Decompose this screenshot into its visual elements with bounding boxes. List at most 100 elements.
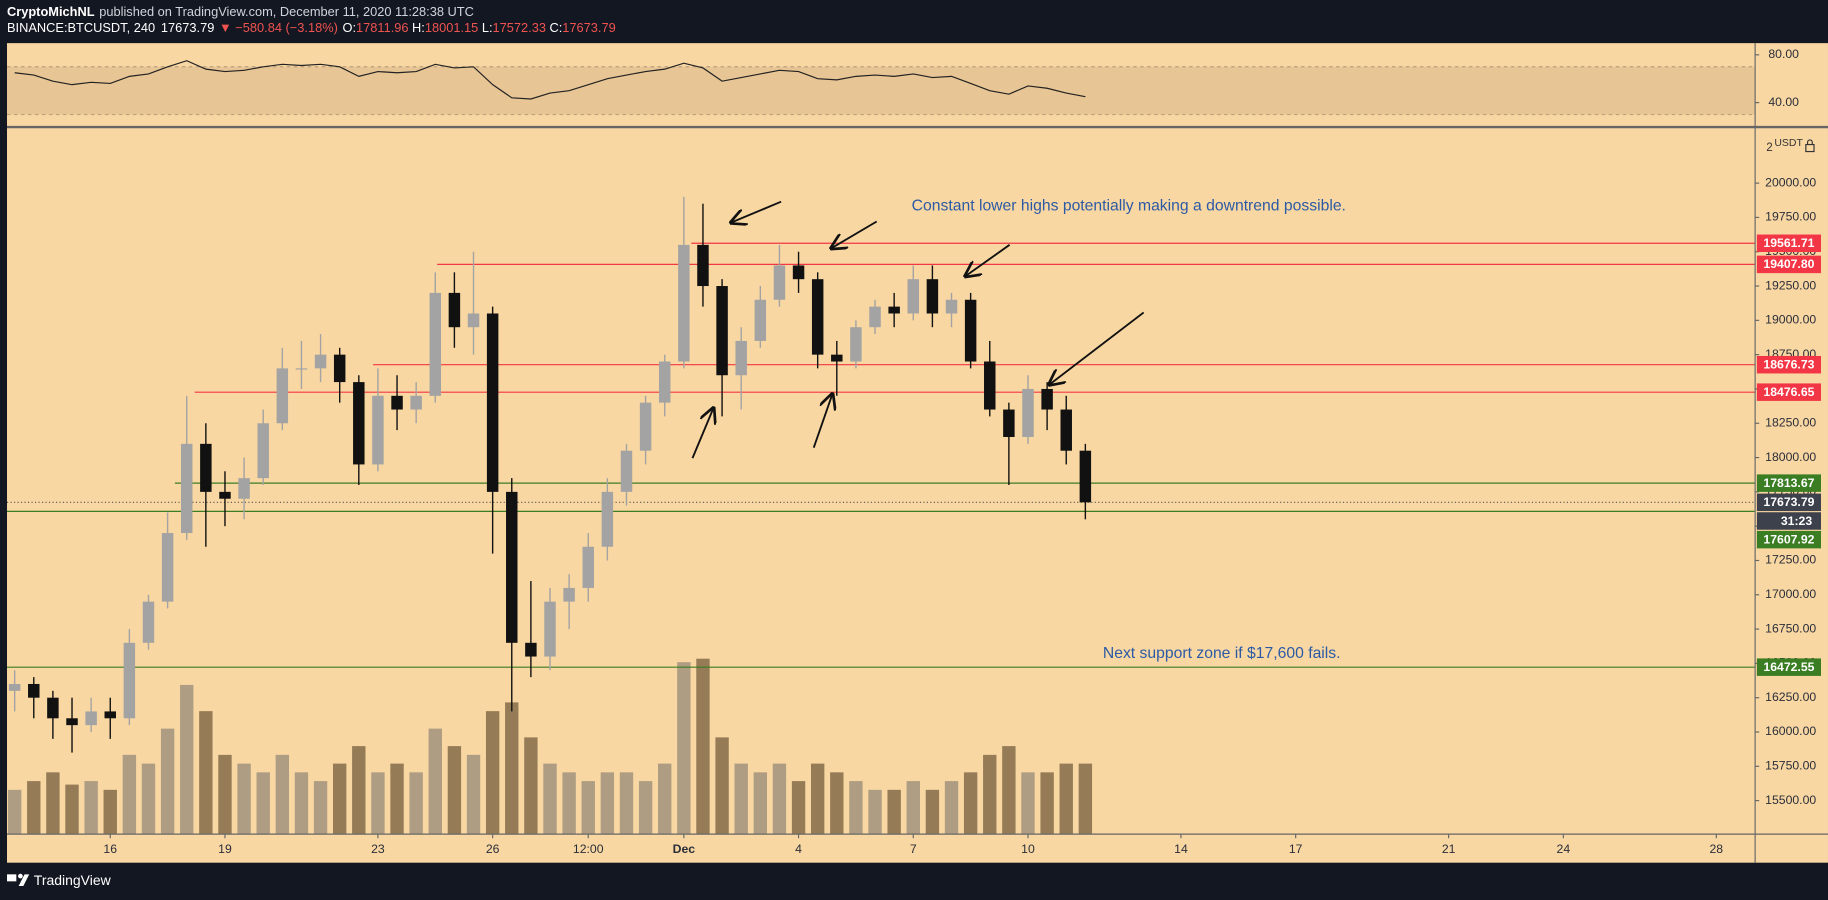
candle-body [314, 354, 327, 369]
x-tick-label: 16 [103, 842, 117, 856]
volume-bar [160, 728, 175, 834]
candle-body [1060, 409, 1072, 451]
candle-body [773, 265, 786, 300]
level-label: 19561.71 [1763, 236, 1814, 250]
volume-bar [619, 772, 634, 834]
candle-body [142, 601, 155, 643]
candle-body [161, 533, 174, 602]
level-label-box [1756, 658, 1821, 676]
level-label-box [1756, 255, 1821, 274]
x-tick-label: Dec [673, 842, 696, 856]
volume-bar [810, 763, 825, 834]
volume-bar [1078, 763, 1093, 834]
candle-body [1022, 388, 1034, 437]
level-label-box [1756, 474, 1821, 492]
volume-bar [868, 789, 882, 834]
volume-bar [199, 711, 213, 834]
price: 17673.79 [161, 21, 214, 36]
volume-bar [524, 737, 538, 834]
volume-bar [237, 763, 251, 834]
level-label: 18476.65 [1763, 385, 1814, 399]
c-value: 17673.79 [562, 21, 615, 36]
volume-bar [1002, 746, 1016, 834]
candle-body [506, 491, 518, 643]
level-label-box [1756, 383, 1821, 401]
volume-bar [256, 772, 270, 834]
volume-bar [390, 763, 404, 834]
last-price-label-box [1756, 493, 1821, 512]
x-tick-label: 10 [1021, 842, 1035, 856]
candle-body [831, 354, 843, 362]
candle-body [28, 683, 40, 698]
volume-bar [103, 789, 117, 834]
y-tick-label: 15500.00 [1765, 793, 1816, 807]
candle-body [601, 491, 614, 547]
candle-body [257, 423, 269, 479]
candle-body [391, 395, 403, 410]
volume-bar [983, 754, 997, 834]
volume-bar [715, 737, 729, 834]
volume-bar [84, 781, 98, 834]
axis-unit: USDT [1774, 138, 1803, 149]
x-tick-label: 23 [371, 842, 385, 856]
volume-bar [543, 763, 557, 834]
o-value: 17811.96 [356, 21, 409, 36]
volume-bar [944, 781, 959, 834]
level-label: 18676.73 [1763, 358, 1814, 372]
candle-body [372, 395, 384, 465]
volume-bar [485, 711, 500, 834]
y-tick-label: 15750.00 [1765, 759, 1816, 773]
lock-icon [1805, 139, 1815, 153]
volume-bar [963, 772, 978, 834]
candle-body [964, 299, 977, 362]
candle-body [639, 402, 652, 451]
volume-bar [562, 772, 576, 834]
volume-bar [466, 754, 481, 834]
y-tick-label: 80.00 [1768, 47, 1799, 61]
x-tick-label: 4 [795, 842, 802, 856]
x-tick-label: 19 [218, 842, 232, 856]
candle-body [295, 368, 308, 370]
footer-logo [7, 873, 30, 887]
footer-brand: TradingView [34, 872, 112, 888]
h-value: 18001.15 [425, 21, 478, 36]
header-line-1: CryptoMichNL published on TradingView.com… [7, 4, 474, 19]
change: ▼ −580.84 (−3.18%) [219, 21, 338, 36]
y-tick-label: 19750.00 [1765, 210, 1816, 224]
volume-bar [658, 763, 672, 834]
countdown-label: 31:23 [1781, 514, 1812, 528]
volume-bar [180, 684, 194, 834]
volume-bar [428, 728, 442, 834]
volume-bar [371, 772, 385, 834]
arrow [731, 200, 782, 223]
candle-body [582, 546, 594, 588]
arrows [691, 200, 1145, 459]
volume-bar [46, 772, 60, 834]
volume-bar [447, 746, 462, 834]
chart-background [7, 43, 1828, 863]
candle-body [792, 265, 805, 280]
x-tick-label: 26 [486, 842, 500, 856]
l-value: 17572.33 [493, 21, 546, 36]
candle-body [754, 299, 767, 341]
volume-bar [409, 772, 423, 834]
volume-bar [332, 763, 347, 834]
candle-body [200, 443, 212, 492]
candle-body [735, 340, 747, 376]
candle-body [104, 711, 116, 719]
level-label-box [1756, 234, 1821, 253]
volume-bar [313, 781, 328, 834]
annotation: Constant lower highs potentially making … [912, 198, 1346, 215]
volume-bar [7, 789, 22, 834]
chart-content: 15500.0015750.0016000.0016250.0016500.00… [7, 47, 1821, 856]
candle-body [1041, 388, 1053, 410]
published: published on TradingView.com, December 1… [99, 4, 474, 19]
volume-bar [581, 781, 595, 834]
volume-bar [1021, 772, 1035, 834]
candle-body [238, 478, 250, 499]
l-label: L: [482, 21, 493, 36]
y-tick-label: 16750.00 [1765, 621, 1816, 635]
candle-body [658, 361, 671, 403]
volume-bar [1040, 772, 1054, 834]
